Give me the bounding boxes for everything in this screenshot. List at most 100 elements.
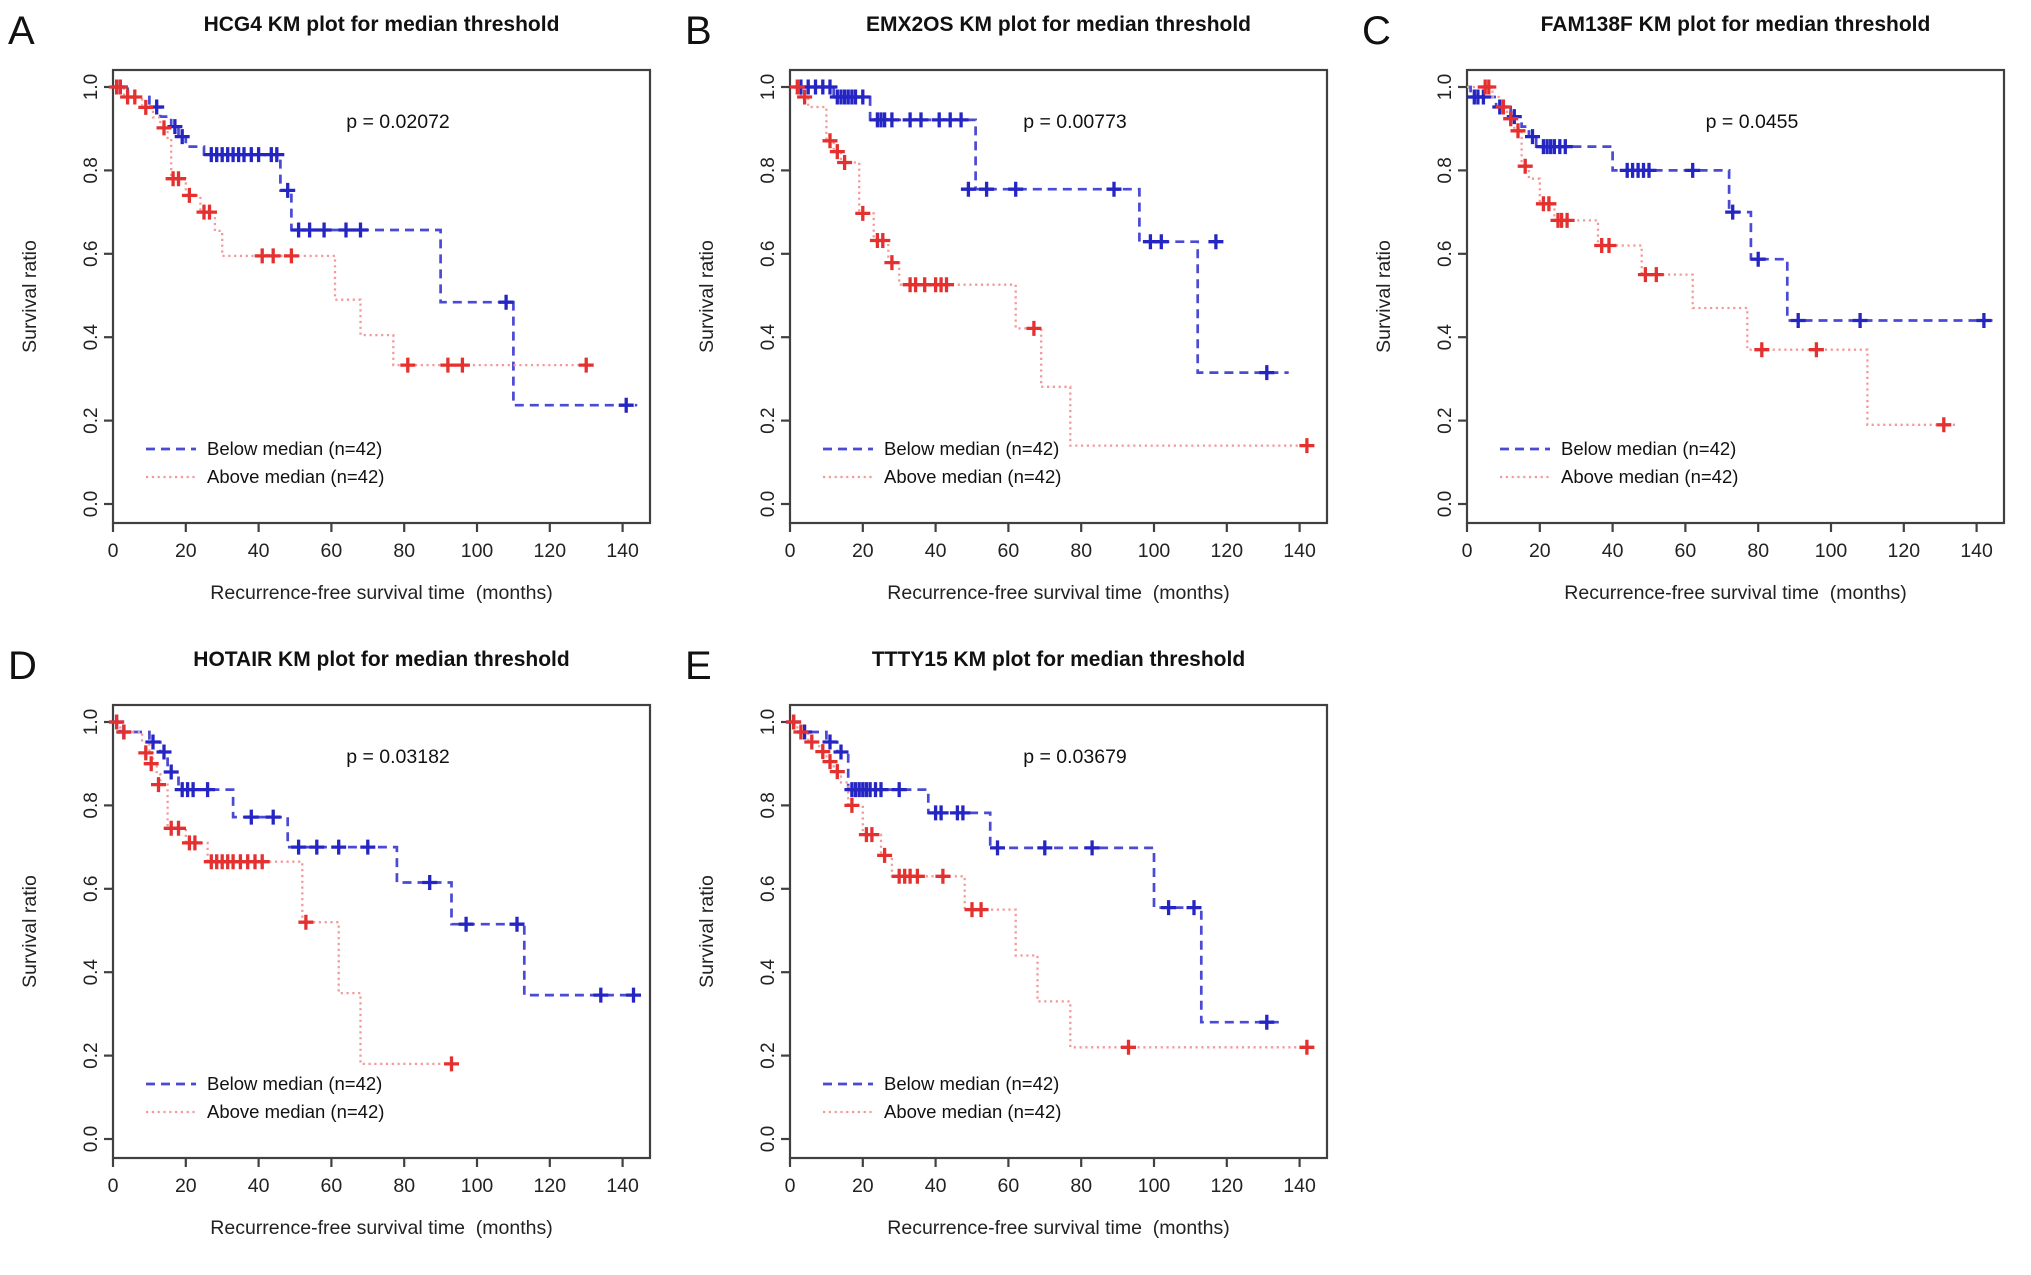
x-tick-label: 120 — [1888, 540, 1921, 562]
censor-mark — [875, 233, 891, 248]
censor-mark — [1186, 900, 1202, 916]
km-panel-c: C FAM138F KM plot for median threshold 0.0… — [1354, 0, 2031, 635]
p-value-label: p = 0.03679 — [1023, 746, 1127, 768]
censor-mark — [837, 155, 853, 170]
legend-above-label: Above median (n=42) — [207, 466, 384, 487]
km-plot-svg-a: A HCG4 KM plot for median threshold 0.0 0.2… — [8, 9, 652, 604]
censor-mark — [1008, 181, 1024, 197]
censor-mark — [1750, 251, 1766, 267]
censor-mark — [109, 714, 125, 730]
censor-mark — [280, 182, 296, 198]
legend: Below median (n=42) Above median (n=42) — [146, 438, 384, 487]
censor-mark — [185, 782, 201, 798]
censor-mark — [822, 734, 838, 750]
censor-mark — [181, 187, 197, 203]
censor-mark — [145, 734, 161, 750]
x-tick-label: 0 — [108, 540, 119, 562]
censor-mark — [1208, 234, 1224, 250]
censor-mark — [298, 914, 314, 930]
censor-mark — [979, 181, 995, 197]
x-tick-label: 80 — [1070, 1175, 1092, 1197]
x-tick-label: 0 — [785, 1175, 796, 1197]
x-axis-label: Recurrence-free survival time (months) — [210, 582, 552, 604]
censor-mark — [338, 222, 354, 238]
y-tick-label: 0.0 — [1435, 491, 1456, 517]
legend: Below median (n=42) Above median (n=42) — [823, 438, 1061, 487]
x-tick-label: 100 — [1138, 540, 1171, 562]
censor-mark — [151, 777, 166, 793]
y-axis: 0.0 0.2 0.4 0.6 0.8 1.0 — [81, 74, 113, 517]
censor-mark — [116, 724, 132, 740]
panel-letter: D — [8, 644, 37, 688]
censor-mark — [331, 839, 347, 855]
censor-mark — [884, 255, 900, 271]
y-axis-label: Survival ratio — [1373, 240, 1395, 353]
y-tick-label: 0.8 — [758, 792, 779, 818]
x-tick-label: 80 — [1070, 540, 1092, 562]
censor-mark — [283, 248, 299, 264]
x-tick-label: 0 — [785, 540, 796, 562]
censor-mark — [844, 797, 860, 813]
y-tick-label: 0.8 — [758, 157, 779, 183]
x-axis: 0 20 40 60 80 100 120 140 — [108, 1158, 639, 1197]
censor-mark — [1525, 129, 1540, 145]
legend-below-label: Below median (n=42) — [884, 438, 1059, 459]
censor-mark — [973, 902, 989, 918]
y-axis: 0.0 0.2 0.4 0.6 0.8 1.0 — [758, 709, 790, 1152]
x-tick-label: 60 — [321, 540, 343, 562]
censor-mark — [1641, 162, 1657, 178]
x-tick-label: 40 — [248, 1175, 270, 1197]
censor-mark — [1161, 900, 1177, 916]
censor-mark — [316, 222, 332, 238]
above-median-censors — [1477, 79, 1952, 433]
p-value-label: p = 0.02072 — [346, 111, 450, 133]
censor-mark — [309, 839, 325, 855]
below-median-censors — [1466, 89, 1992, 328]
x-axis: 0 20 40 60 80 100 120 140 — [1462, 523, 1993, 562]
x-tick-label: 120 — [1211, 1175, 1244, 1197]
x-tick-label: 0 — [108, 1175, 119, 1197]
panel-letter: A — [8, 9, 35, 53]
censor-mark — [1121, 1039, 1136, 1055]
censor-mark — [269, 147, 285, 163]
censor-mark — [1541, 196, 1557, 212]
legend: Below median (n=42) Above median (n=42) — [1500, 438, 1738, 487]
legend-above-label: Above median (n=42) — [884, 1101, 1061, 1122]
panel-title: HOTAIR KM plot for median threshold — [193, 648, 569, 671]
y-tick-label: 0.6 — [1435, 241, 1456, 267]
y-tick-label: 0.2 — [758, 407, 779, 433]
censor-mark — [873, 782, 889, 798]
empty-cell — [1354, 635, 2031, 1270]
censor-mark — [855, 205, 871, 221]
legend: Below median (n=42) Above median (n=42) — [823, 1073, 1061, 1122]
panel-letter: B — [685, 9, 712, 53]
y-tick-label: 0.8 — [81, 157, 102, 183]
y-tick-label: 0.6 — [758, 876, 779, 902]
censor-mark — [797, 89, 813, 105]
x-tick-label: 100 — [461, 540, 494, 562]
plot-box — [111, 703, 652, 1160]
censor-mark — [829, 764, 845, 780]
x-tick-label: 40 — [1602, 540, 1624, 562]
legend-below-label: Below median (n=42) — [207, 438, 382, 459]
x-tick-label: 80 — [393, 540, 415, 562]
legend-above-label: Above median (n=42) — [207, 1101, 384, 1122]
x-tick-label: 60 — [998, 1175, 1020, 1197]
km-plot-svg-c: C FAM138F KM plot for median threshold 0.0… — [1362, 9, 2006, 604]
x-tick-label: 40 — [925, 1175, 947, 1197]
censor-mark — [578, 357, 594, 373]
censor-mark — [265, 248, 281, 264]
censor-mark — [1790, 313, 1806, 328]
x-tick-label: 120 — [534, 1175, 567, 1197]
y-tick-label: 1.0 — [758, 709, 779, 735]
censor-mark — [174, 129, 190, 145]
censor-mark — [877, 847, 893, 863]
censor-mark — [1503, 111, 1519, 127]
y-tick-label: 0.2 — [81, 407, 102, 433]
censor-mark — [933, 805, 949, 821]
y-tick-label: 0.2 — [81, 1042, 102, 1068]
censor-mark — [618, 397, 634, 413]
x-tick-label: 80 — [1747, 540, 1769, 562]
x-axis: 0 20 40 60 80 100 120 140 — [108, 523, 639, 562]
